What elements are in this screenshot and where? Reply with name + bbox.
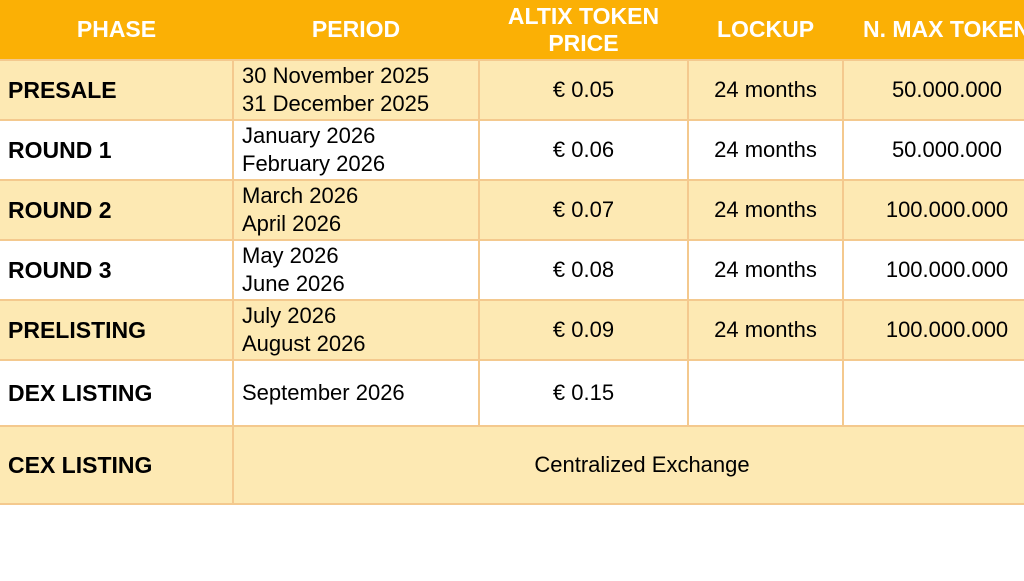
phase-cell: CEX LISTING <box>0 425 233 505</box>
period-cell: January 2026 February 2026 <box>232 119 479 180</box>
period-cell: March 2026 April 2026 <box>232 179 479 240</box>
phase-cell: ROUND 1 <box>0 119 233 180</box>
phase-cell: ROUND 3 <box>0 239 233 300</box>
period-cell: September 2026 <box>232 359 479 426</box>
table-row-presale: PRESALE 30 November 2025 31 December 202… <box>0 59 1024 120</box>
table-row-round-3: ROUND 3 May 2026 June 2026 € 0.08 24 mon… <box>0 239 1024 300</box>
lockup-cell: 24 months <box>687 59 843 120</box>
max-tokens-cell: 100.000.000 <box>842 239 1024 300</box>
lockup-cell: 24 months <box>687 299 843 360</box>
phase-cell: ROUND 2 <box>0 179 233 240</box>
price-cell: € 0.07 <box>478 179 688 240</box>
price-cell: € 0.05 <box>478 59 688 120</box>
max-tokens-cell: 100.000.000 <box>842 299 1024 360</box>
max-tokens-cell: 50.000.000 <box>842 59 1024 120</box>
lockup-cell <box>687 359 843 426</box>
price-cell: € 0.15 <box>478 359 688 426</box>
max-tokens-cell <box>842 359 1024 426</box>
table-row-prelisting: PRELISTING July 2026 August 2026 € 0.09 … <box>0 299 1024 360</box>
period-cell: July 2026 August 2026 <box>232 299 479 360</box>
price-cell: € 0.06 <box>478 119 688 180</box>
token-phases-table: PHASE PERIOD ALTIX TOKEN PRICE LOCKUP N.… <box>0 0 1024 505</box>
lockup-cell: 24 months <box>687 239 843 300</box>
period-cell: 30 November 2025 31 December 2025 <box>232 59 479 120</box>
column-header-phase: PHASE <box>0 0 233 60</box>
column-header-lockup: LOCKUP <box>688 0 843 60</box>
lockup-cell: 24 months <box>687 179 843 240</box>
merged-exchange-cell: Centralized Exchange <box>232 425 1024 505</box>
table-row-round-2: ROUND 2 March 2026 April 2026 € 0.07 24 … <box>0 179 1024 240</box>
max-tokens-cell: 50.000.000 <box>842 119 1024 180</box>
phase-cell: DEX LISTING <box>0 359 233 426</box>
column-header-token-price: ALTIX TOKEN PRICE <box>479 0 688 60</box>
price-cell: € 0.09 <box>478 299 688 360</box>
column-header-max-tokens: N. MAX TOKEN <box>843 0 1024 60</box>
max-tokens-cell: 100.000.000 <box>842 179 1024 240</box>
header-row: PHASE PERIOD ALTIX TOKEN PRICE LOCKUP N.… <box>0 0 1024 60</box>
phase-cell: PRELISTING <box>0 299 233 360</box>
lockup-cell: 24 months <box>687 119 843 180</box>
table-row-round-1: ROUND 1 January 2026 February 2026 € 0.0… <box>0 119 1024 180</box>
column-header-period: PERIOD <box>233 0 479 60</box>
table-row-dex-listing: DEX LISTING September 2026 € 0.15 <box>0 359 1024 426</box>
price-cell: € 0.08 <box>478 239 688 300</box>
phase-cell: PRESALE <box>0 59 233 120</box>
period-cell: May 2026 June 2026 <box>232 239 479 300</box>
table-row-cex-listing: CEX LISTING Centralized Exchange <box>0 425 1024 505</box>
